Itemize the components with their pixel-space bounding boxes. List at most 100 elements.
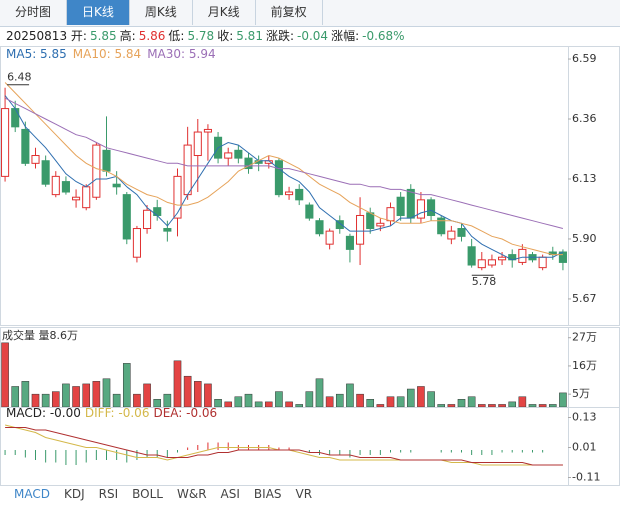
candle-body	[224, 152, 233, 159]
quote-field: 高:	[119, 29, 136, 43]
volume-bar	[548, 404, 557, 408]
volume-bar	[11, 386, 20, 408]
volume-bar	[51, 391, 60, 408]
volume-bar	[488, 404, 496, 408]
y-tick-label: 5.90	[572, 232, 597, 245]
volume-bar	[254, 401, 263, 408]
candle-body	[51, 175, 60, 196]
y-tick-label: 16万	[572, 359, 597, 372]
period-tab[interactable]: 分时图	[0, 0, 68, 25]
volume-bar	[356, 393, 364, 408]
period-tabs: 分时图 日K线 周K线 月K线 前复权	[0, 0, 620, 27]
volume-bar	[417, 386, 425, 408]
volume-bar	[204, 383, 212, 408]
volume-bar	[224, 401, 233, 408]
candle-body	[376, 222, 385, 227]
volume-bar	[366, 399, 375, 408]
y-tick-label: -0.11	[572, 471, 600, 484]
candle-body	[467, 246, 476, 266]
indicator-tab[interactable]: W&R	[176, 487, 207, 501]
ma-legend-item: MA10: 5.84	[72, 47, 142, 61]
candle-body	[102, 149, 111, 172]
volume-bar	[335, 393, 344, 408]
quote-field: -0.04	[297, 29, 329, 43]
candle-body	[335, 220, 344, 230]
volume-bar	[183, 375, 192, 408]
candle-body	[406, 188, 415, 219]
volume-bar	[346, 383, 354, 408]
volume-bar	[285, 401, 293, 408]
volume-bar	[447, 404, 456, 408]
candle-body	[203, 128, 212, 133]
indicator-tab[interactable]: VR	[295, 487, 313, 501]
candle-body	[61, 181, 70, 193]
volume-bar	[305, 391, 314, 408]
candle-body	[366, 212, 375, 230]
candle-body	[427, 199, 436, 216]
volume-bar	[122, 363, 131, 408]
candle-body	[21, 128, 30, 164]
candle-body	[143, 209, 152, 230]
quote-field: 低:	[168, 29, 185, 43]
volume-bar	[406, 388, 415, 408]
candle-body	[396, 196, 405, 216]
candle-body	[518, 248, 527, 263]
volume-bar	[427, 391, 435, 408]
candle-body	[538, 256, 547, 269]
volume-bar	[477, 404, 486, 408]
y-tick-label: 0.01	[572, 441, 597, 454]
indicator-tab[interactable]: BIAS	[253, 487, 282, 501]
indicator-tab[interactable]: BOLL	[132, 487, 163, 501]
candle-body	[153, 207, 162, 216]
volume-bar	[528, 404, 537, 408]
candle-body	[285, 191, 294, 196]
candle-body	[1, 108, 10, 177]
candle-body	[31, 155, 40, 164]
min-label: 5.78	[472, 275, 497, 288]
ma-legend-item: MA30: 5.94	[147, 47, 216, 61]
indicator-tab[interactable]: MACD	[14, 487, 50, 501]
y-tick-label: 0.13	[572, 411, 597, 424]
volume-bar	[1, 342, 9, 408]
volume-bar	[559, 392, 567, 408]
quote-field: 5.86	[138, 29, 166, 43]
volume-bar	[143, 383, 151, 408]
volume-title: 成交量 量8.6万	[2, 328, 78, 342]
macd-legend-item: MACD: -0.00	[6, 406, 81, 420]
candle-body	[72, 196, 81, 201]
indicator-tab[interactable]: ASI	[220, 487, 240, 501]
period-tab[interactable]: 周K线	[129, 0, 193, 25]
volume-bar	[457, 399, 466, 408]
macd-legend-item: DEA: -0.06	[153, 406, 218, 420]
volume-bar	[376, 404, 385, 408]
volume-bar	[244, 393, 253, 408]
volume-bar	[396, 396, 405, 408]
quote-field: 涨幅:	[331, 29, 360, 43]
volume-bar	[467, 396, 476, 408]
volume-bar	[518, 396, 527, 408]
candle-body	[41, 160, 50, 185]
candle-body	[558, 251, 567, 263]
candle-body	[437, 217, 446, 235]
indicator-tab[interactable]: KDJ	[63, 487, 85, 501]
volume-bar	[508, 401, 517, 408]
period-tab[interactable]: 前复权	[255, 0, 323, 25]
candle-body	[183, 144, 192, 196]
candle-body	[82, 186, 91, 209]
quote-field: 涨跌:	[265, 29, 294, 43]
ma-legend: MA5: 5.85 MA10: 5.84 MA30: 5.94	[6, 47, 216, 61]
volume-bar	[92, 381, 101, 408]
quote-field: 20250813 开:	[6, 29, 87, 43]
candle-body	[193, 131, 202, 157]
volume-bar	[82, 383, 91, 408]
indicator-tab[interactable]: RSI	[98, 487, 119, 501]
volume-bar	[498, 404, 506, 408]
candle-body	[487, 259, 496, 266]
candle-body	[447, 230, 456, 240]
period-tab[interactable]: 日K线	[67, 0, 130, 25]
volume-bar	[437, 404, 446, 408]
ma-legend-item: MA5: 5.85	[6, 47, 67, 61]
y-tick-label: 5万	[572, 387, 590, 400]
period-tab[interactable]: 月K线	[192, 0, 256, 25]
volume-bar	[72, 386, 80, 408]
